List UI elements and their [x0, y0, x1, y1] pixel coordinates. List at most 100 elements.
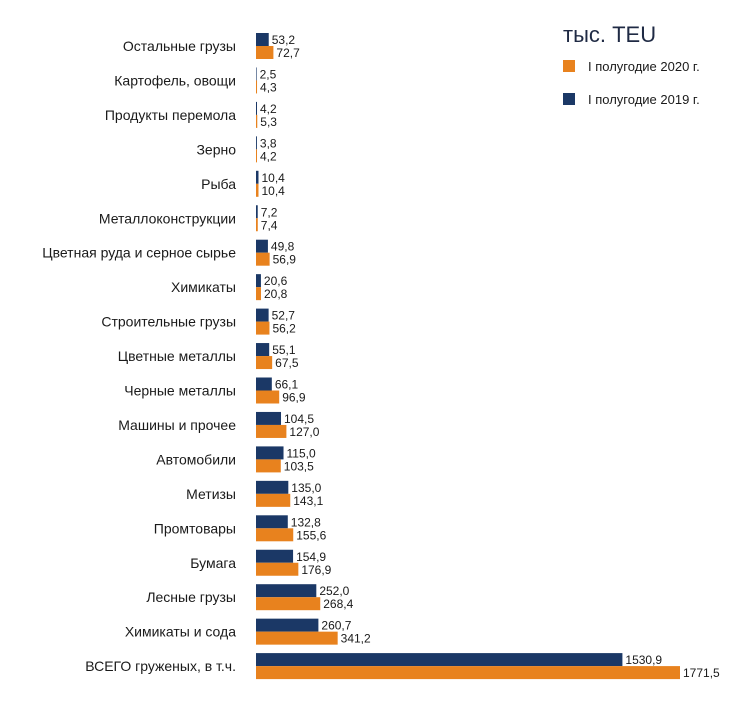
bar-2019: [256, 274, 261, 288]
value-label-2019: 115,0: [287, 446, 316, 460]
value-label-2019: 66,1: [275, 378, 299, 392]
value-label-2019: 1530,9: [625, 653, 662, 667]
bar-2020: [256, 287, 261, 301]
category-label: Металлоконструкции: [99, 210, 236, 226]
value-label-2020: 67,5: [275, 356, 299, 370]
bar-2019: [256, 480, 289, 494]
value-label-2019: 260,7: [321, 619, 351, 633]
value-label-2019: 7,2: [261, 205, 278, 219]
category-label: Метизы: [186, 486, 236, 502]
category-label: Остальные грузы: [123, 38, 236, 54]
bar-2020: [256, 528, 294, 542]
value-label-2019: 49,8: [271, 240, 295, 254]
value-label-2019: 135,0: [291, 481, 321, 495]
value-label-2019: 154,9: [296, 550, 326, 564]
bar-2020: [256, 321, 270, 335]
bar-2019: [256, 308, 269, 322]
bar-2020: [256, 424, 287, 438]
value-label-2019: 252,0: [319, 584, 349, 598]
bar-2020: [256, 80, 258, 94]
bar-2020: [256, 390, 280, 404]
value-label-2019: 55,1: [272, 343, 296, 357]
bar-2019: [256, 411, 282, 425]
value-label-2020: 268,4: [323, 597, 353, 611]
value-label-2020: 5,3: [260, 115, 277, 129]
category-label: Черные металлы: [124, 383, 236, 399]
bar-2019: [256, 549, 294, 563]
category-label: Машины и прочее: [118, 417, 236, 433]
bar-2020: [256, 631, 338, 645]
category-label: Зерно: [196, 141, 236, 157]
category-label: Химикаты: [171, 279, 236, 295]
category-label: Картофель, овощи: [114, 72, 236, 88]
value-label-2020: 20,8: [264, 287, 288, 301]
category-label: Строительные грузы: [101, 314, 236, 330]
bar-2020: [256, 149, 258, 163]
value-label-2020: 127,0: [289, 425, 319, 439]
value-label-2019: 3,8: [260, 136, 277, 150]
value-label-2019: 132,8: [291, 515, 321, 529]
bar-2019: [256, 101, 258, 115]
bar-2020: [256, 218, 258, 232]
value-label-2020: 72,7: [276, 46, 300, 60]
value-label-2019: 4,2: [260, 102, 277, 116]
category-label: Продукты перемола: [105, 107, 236, 123]
category-label: Цветная руда и серное сырье: [42, 245, 236, 261]
bar-2019: [256, 205, 258, 219]
bar-2020: [256, 183, 259, 197]
bar-2020: [256, 356, 273, 370]
category-label: Промтовары: [154, 520, 236, 536]
value-label-2019: 104,5: [284, 412, 314, 426]
bar-2019: [256, 343, 270, 357]
category-label: Автомобили: [156, 451, 236, 467]
legend-swatch-2019: [563, 93, 575, 105]
unit-label: тыс. TEU: [563, 22, 656, 47]
value-label-2019: 53,2: [272, 33, 296, 47]
value-label-2020: 176,9: [301, 563, 331, 577]
value-label-2020: 103,5: [284, 459, 314, 473]
bar-2020: [256, 114, 258, 128]
category-label: Рыба: [201, 176, 236, 192]
bar-2019: [256, 67, 257, 81]
bar-2020: [256, 46, 274, 59]
value-label-2020: 143,1: [293, 494, 323, 508]
value-label-2020: 96,9: [282, 391, 306, 405]
value-label-2019: 10,4: [261, 171, 285, 185]
value-label-2019: 20,6: [264, 274, 288, 288]
bar-2019: [256, 618, 319, 632]
bar-2019: [256, 653, 623, 667]
category-label: ВСЕГО груженых, в т.ч.: [85, 658, 236, 674]
bar-2020: [256, 597, 321, 611]
value-label-2020: 10,4: [261, 184, 285, 198]
legend-label-2020: I полугодие 2020 г.: [588, 59, 700, 74]
value-label-2020: 1771,5: [683, 666, 720, 680]
category-label: Лесные грузы: [146, 589, 236, 605]
legend-label-2019: I полугодие 2019 г.: [588, 92, 700, 107]
category-label: Бумага: [190, 555, 236, 571]
bar-2020: [256, 252, 270, 266]
value-label-2020: 56,9: [273, 253, 297, 267]
bar-2020: [256, 459, 281, 473]
value-label-2020: 4,2: [260, 149, 277, 163]
bar-2019: [256, 239, 268, 253]
legend-swatch-2020: [563, 60, 575, 72]
value-label-2020: 341,2: [341, 632, 371, 646]
value-label-2020: 56,2: [272, 322, 296, 336]
bar-2019: [256, 377, 272, 391]
value-label-2020: 7,4: [261, 218, 278, 232]
value-label-2020: 4,3: [260, 80, 277, 94]
value-label-2019: 2,5: [260, 67, 277, 81]
bar-2020: [256, 562, 299, 576]
legend: I полугодие 2020 г. I полугодие 2019 г.: [563, 59, 700, 107]
category-label: Химикаты и сода: [125, 624, 236, 640]
bar-2019: [256, 136, 257, 150]
bar-2019: [256, 584, 317, 598]
plot-area: 53,272,7 Остальные грузы 2,54,3 Картофель, …: [42, 33, 720, 680]
bar-2019: [256, 446, 284, 460]
bar-2019: [256, 33, 269, 46]
value-label-2019: 52,7: [272, 309, 296, 323]
bar-2019: [256, 515, 288, 529]
bar-2020: [256, 666, 680, 680]
bar-2019: [256, 170, 259, 184]
